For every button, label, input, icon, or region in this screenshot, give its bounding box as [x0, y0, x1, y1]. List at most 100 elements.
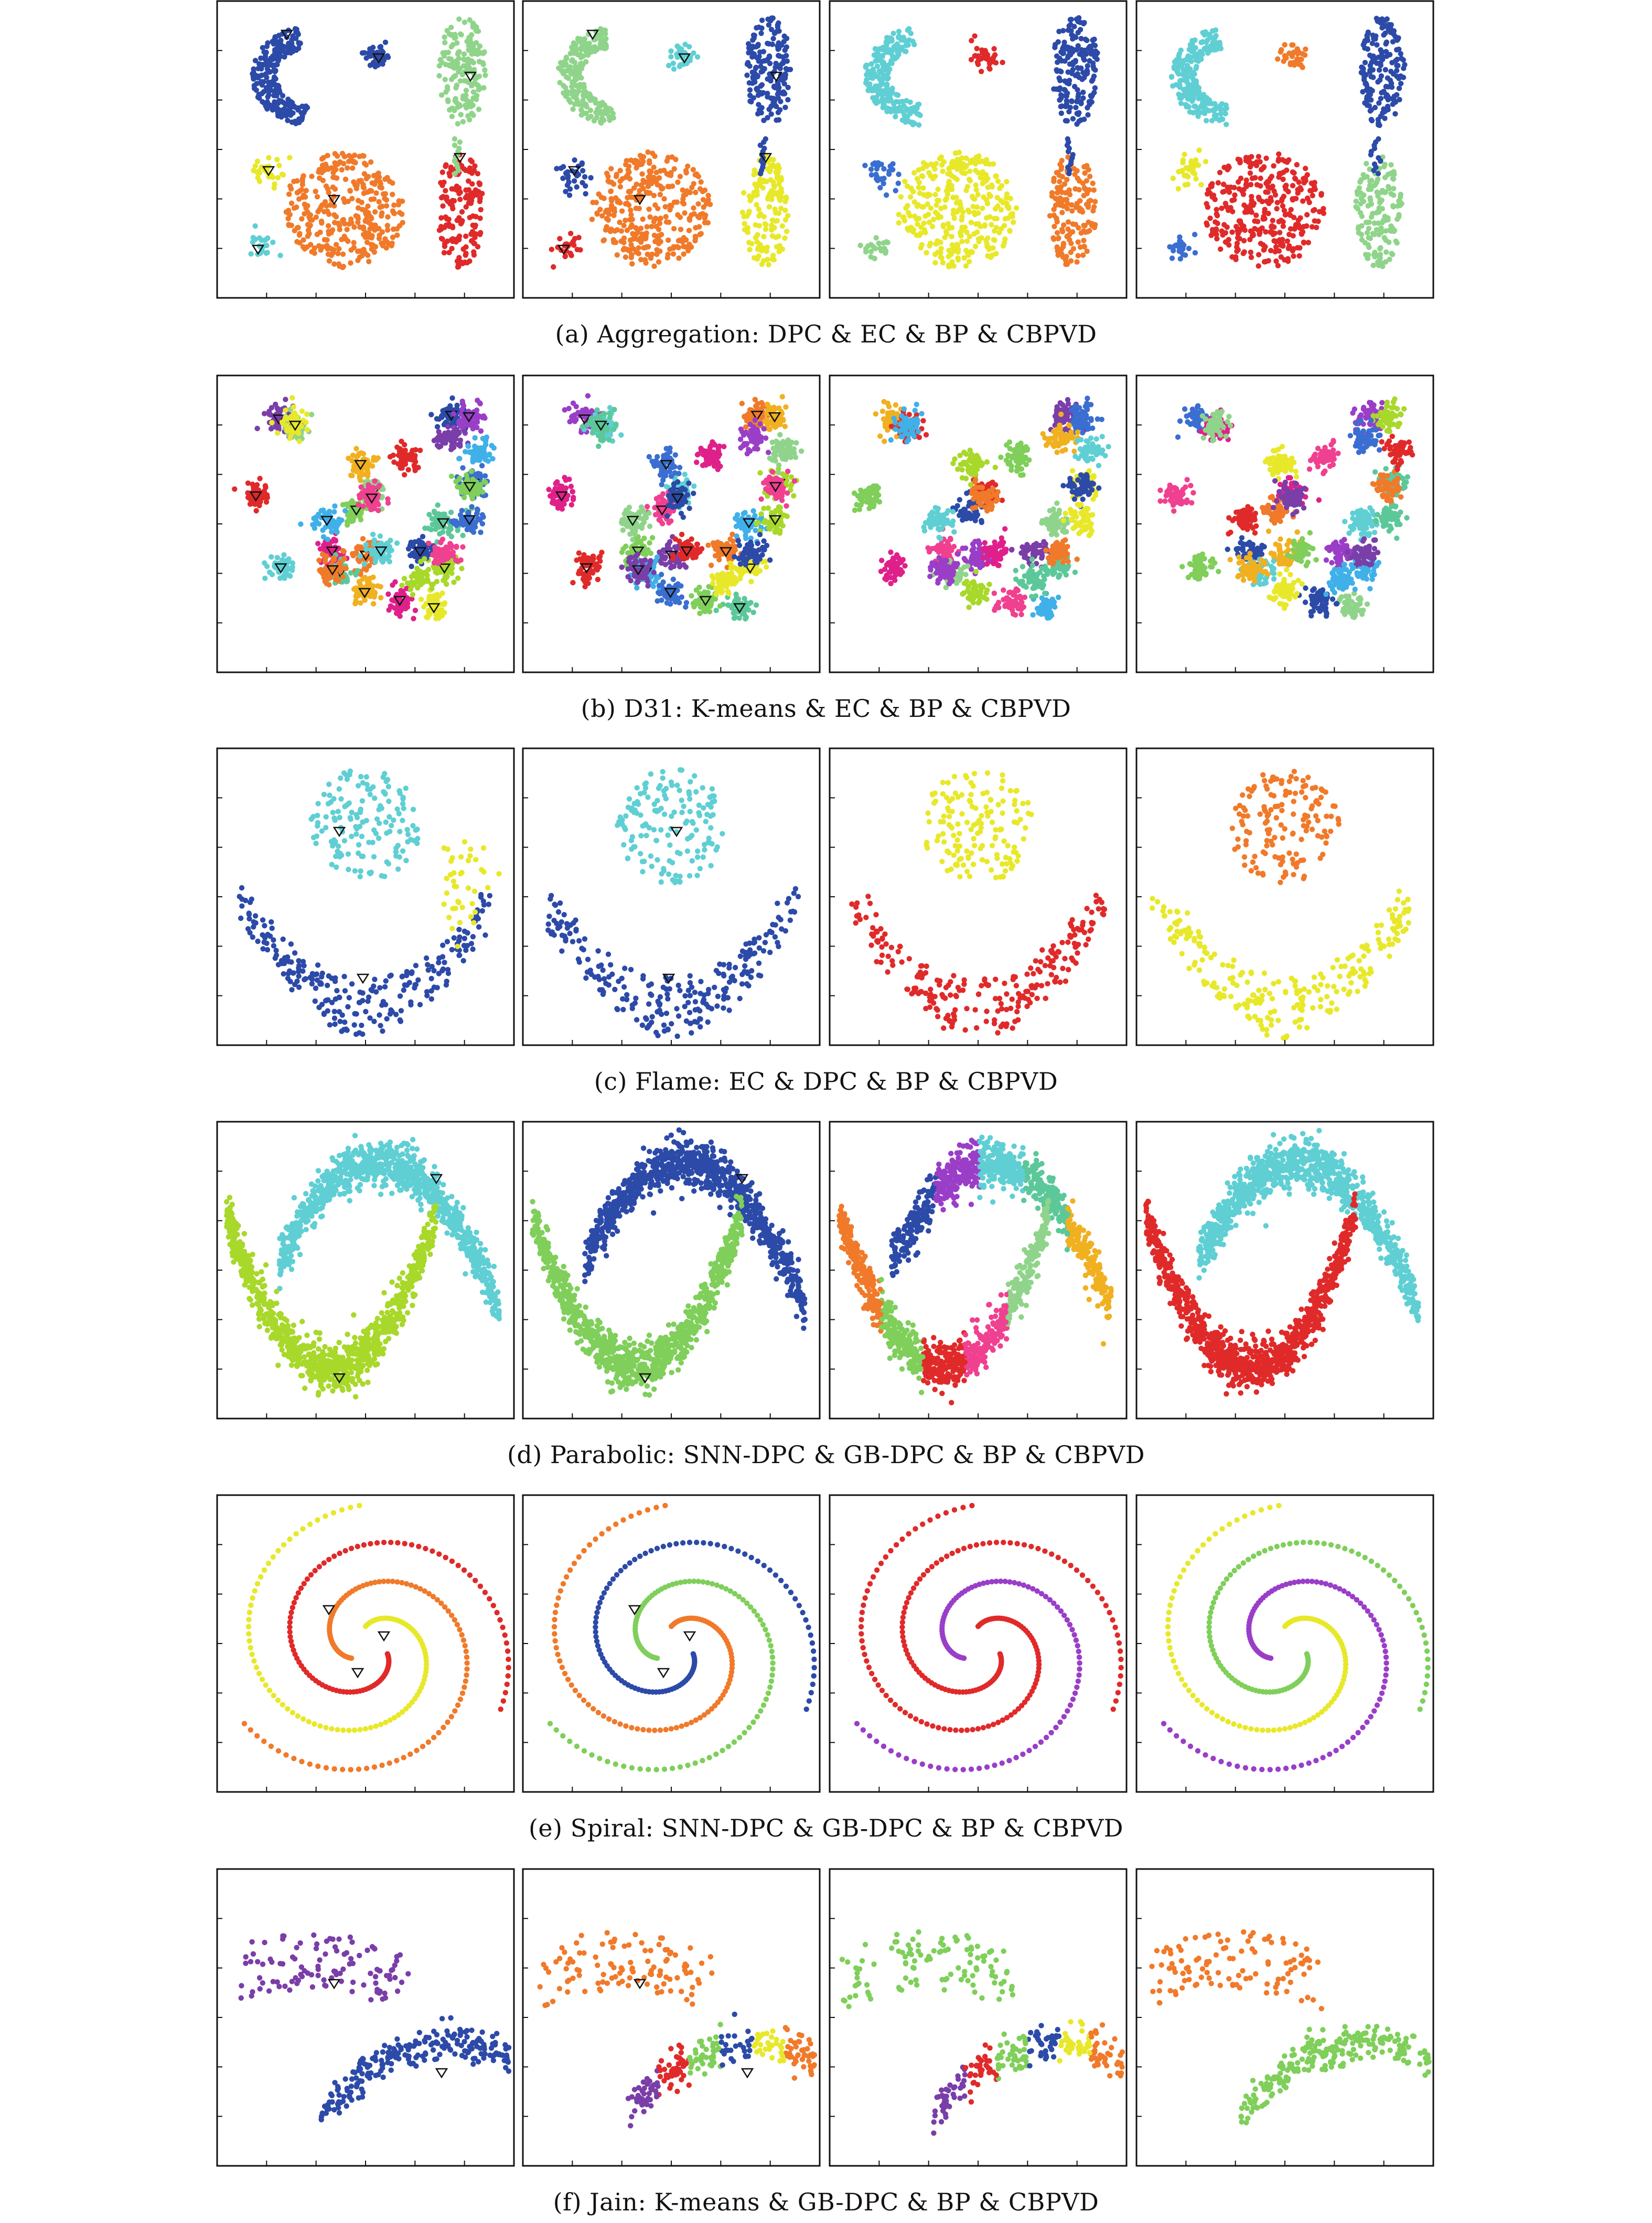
data-point [274, 48, 281, 54]
data-point [1364, 174, 1370, 180]
data-point [665, 155, 671, 160]
data-point [1060, 50, 1066, 57]
data-point [667, 246, 673, 252]
data-point [1318, 191, 1324, 197]
data-point [391, 210, 398, 217]
data-point [321, 237, 328, 243]
data-point [645, 251, 650, 257]
data-point [639, 155, 645, 160]
data-point [580, 98, 586, 103]
data-point [426, 608, 432, 614]
data-point [1189, 92, 1195, 98]
data-point [651, 164, 657, 170]
data-point [950, 159, 956, 165]
data-point [1312, 207, 1317, 213]
data-point [438, 226, 444, 232]
data-point [1213, 27, 1219, 33]
data-point [761, 234, 767, 240]
data-point [459, 399, 465, 404]
data-point [1394, 240, 1400, 246]
data-point [998, 207, 1004, 213]
data-point [1378, 62, 1383, 68]
data-point [914, 216, 919, 222]
data-point [377, 548, 383, 554]
data-point [1396, 35, 1401, 41]
data-point [561, 71, 566, 77]
data-point [624, 200, 630, 206]
data-point [1290, 182, 1296, 189]
data-point [635, 158, 641, 165]
data-point [1087, 44, 1093, 49]
cluster-center-marker [272, 414, 286, 425]
data-point [1288, 226, 1294, 232]
data-point [764, 248, 769, 254]
data-point [876, 240, 882, 246]
data-point [1275, 56, 1281, 62]
data-point [1085, 68, 1090, 74]
data-point [884, 81, 890, 87]
data-point [628, 188, 634, 195]
data-point [578, 39, 584, 45]
data-point [371, 506, 378, 511]
data-point [1084, 201, 1090, 207]
data-point [1092, 54, 1098, 60]
data-point [1054, 185, 1060, 191]
data-point [1004, 200, 1010, 206]
data-point [966, 259, 972, 264]
data-point [1365, 242, 1371, 248]
data-point [288, 99, 294, 105]
data-point [326, 258, 332, 264]
data-point [692, 172, 698, 178]
data-point [335, 522, 340, 529]
data-point [885, 240, 891, 245]
data-point [1186, 245, 1192, 251]
data-point [671, 66, 677, 72]
data-point [335, 251, 341, 256]
data-point [776, 210, 782, 216]
data-point [583, 49, 589, 55]
data-point [571, 91, 577, 97]
data-point [1222, 200, 1228, 207]
data-point [258, 497, 263, 503]
data-point [346, 158, 352, 164]
data-point [1170, 176, 1176, 181]
data-point [754, 184, 759, 190]
data-point [1388, 69, 1394, 74]
data-point [605, 174, 611, 179]
data-point [765, 76, 770, 82]
data-point [607, 207, 613, 213]
data-point [339, 237, 345, 242]
data-point [299, 178, 305, 185]
data-point [1256, 263, 1261, 269]
data-point [1303, 166, 1308, 171]
data-point [1258, 241, 1264, 246]
data-point [1178, 47, 1184, 53]
data-point [916, 122, 922, 128]
data-point [449, 245, 455, 252]
data-point [478, 428, 484, 434]
data-point [290, 33, 296, 39]
data-point [983, 55, 990, 61]
data-point [663, 219, 670, 225]
data-point [272, 89, 277, 95]
data-point [371, 455, 377, 460]
data-point [1386, 186, 1392, 191]
data-point [754, 25, 759, 31]
data-point [1178, 63, 1184, 69]
data-point [438, 235, 445, 241]
data-point [1291, 196, 1296, 202]
data-point [257, 476, 263, 481]
data-point [314, 194, 320, 200]
data-point [311, 516, 317, 521]
data-point [667, 184, 672, 190]
data-point [275, 175, 281, 180]
data-point [1204, 117, 1209, 124]
data-point [693, 235, 699, 241]
data-point [872, 98, 878, 104]
data-point [476, 106, 482, 112]
data-point [412, 607, 419, 614]
data-point [614, 227, 620, 233]
data-point [571, 178, 577, 184]
data-point [891, 30, 896, 36]
data-point [957, 158, 963, 164]
